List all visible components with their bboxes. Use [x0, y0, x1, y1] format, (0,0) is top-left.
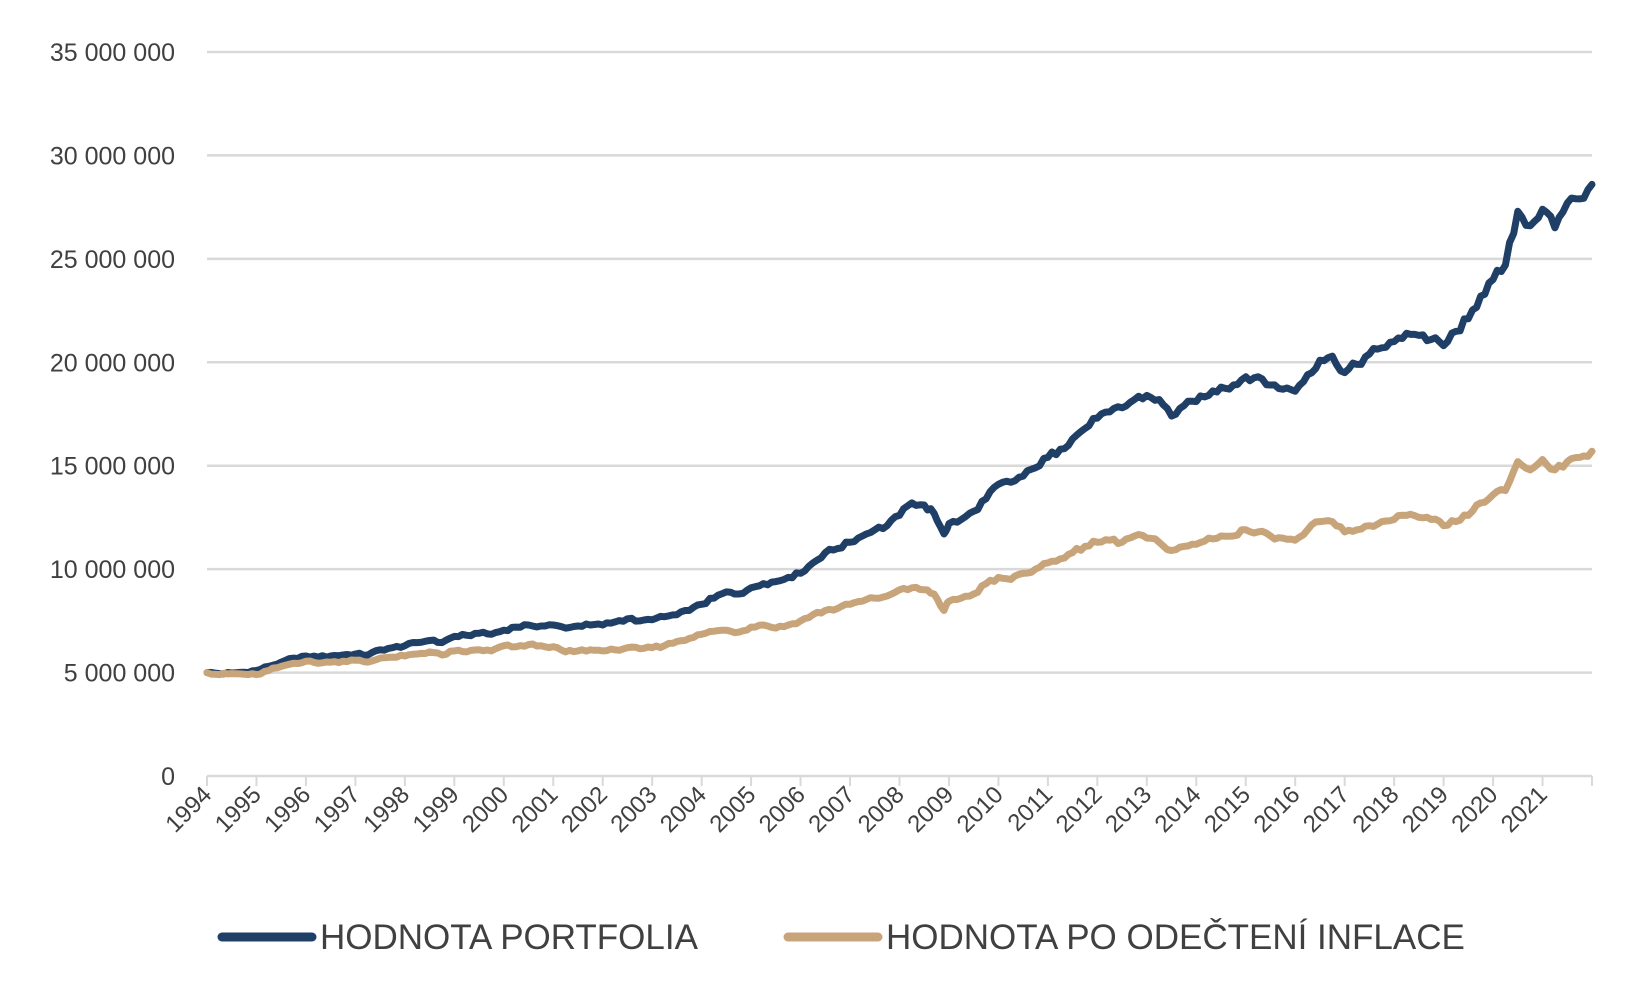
- x-tick-label: 2009: [902, 781, 959, 838]
- series-lines: [203, 180, 1596, 679]
- x-tick-label: 2017: [1298, 781, 1355, 838]
- x-tick-label: 2004: [655, 781, 712, 838]
- series-line-2: [203, 447, 1596, 679]
- y-tick-label: 30 000 000: [50, 142, 175, 170]
- x-tick-label: 1996: [259, 781, 316, 838]
- y-tick-label: 0: [161, 763, 175, 791]
- x-tick-label: 2011: [1003, 781, 1059, 837]
- series-line-1: [203, 180, 1596, 678]
- x-tick-label: 1997: [309, 781, 366, 838]
- x-tick-label: 1995: [210, 781, 267, 838]
- legend-label: HODNOTA PORTFOLIA: [320, 918, 699, 957]
- y-tick-label: 25 000 000: [50, 246, 175, 274]
- gridlines: [207, 50, 1592, 674]
- y-tick-label: 5 000 000: [64, 660, 175, 688]
- y-tick-label: 20 000 000: [50, 349, 175, 377]
- y-tick-label: 10 000 000: [50, 556, 175, 584]
- x-tick-label: 2012: [1051, 781, 1108, 838]
- x-tick-label: 2021: [1496, 781, 1553, 838]
- legend: HODNOTA PORTFOLIA HODNOTA PO ODEČTENÍ INF…: [217, 918, 1465, 957]
- x-tick-label: 2008: [853, 781, 910, 838]
- x-tick-label: 2000: [457, 781, 514, 838]
- x-tick-label: 1998: [358, 781, 415, 838]
- y-axis-tick-labels: 0 5 000 000 10 000 000 15 000 000 20 000 000…: [50, 39, 175, 791]
- x-tick-label: 2013: [1100, 781, 1157, 838]
- x-tick-label: 2005: [705, 781, 762, 838]
- x-tick-label: 2015: [1199, 781, 1256, 838]
- x-tick-label: 2014: [1150, 781, 1207, 838]
- x-tick-label: 2002: [556, 781, 613, 838]
- x-tick-label: 2007: [803, 781, 860, 838]
- y-tick-label: 35 000 000: [50, 39, 175, 67]
- y-tick-label: 15 000 000: [50, 453, 175, 481]
- x-tick-label: 2020: [1446, 781, 1503, 838]
- x-tick-label: 2010: [952, 781, 1009, 838]
- x-tick-label: 2016: [1249, 781, 1306, 838]
- x-tick-label: 2003: [606, 781, 663, 838]
- x-tick-label: 2001: [507, 781, 564, 838]
- x-tick-label: 2018: [1348, 781, 1405, 838]
- legend-label: HODNOTA PO ODEČTENÍ INFLACE: [886, 918, 1465, 957]
- x-tick-label: 2019: [1397, 781, 1454, 838]
- x-tick-label: 1999: [408, 781, 465, 838]
- x-axis-ticks: 1994199519961997199819992000200120022003…: [160, 776, 1593, 838]
- x-tick-label: 2006: [754, 781, 811, 838]
